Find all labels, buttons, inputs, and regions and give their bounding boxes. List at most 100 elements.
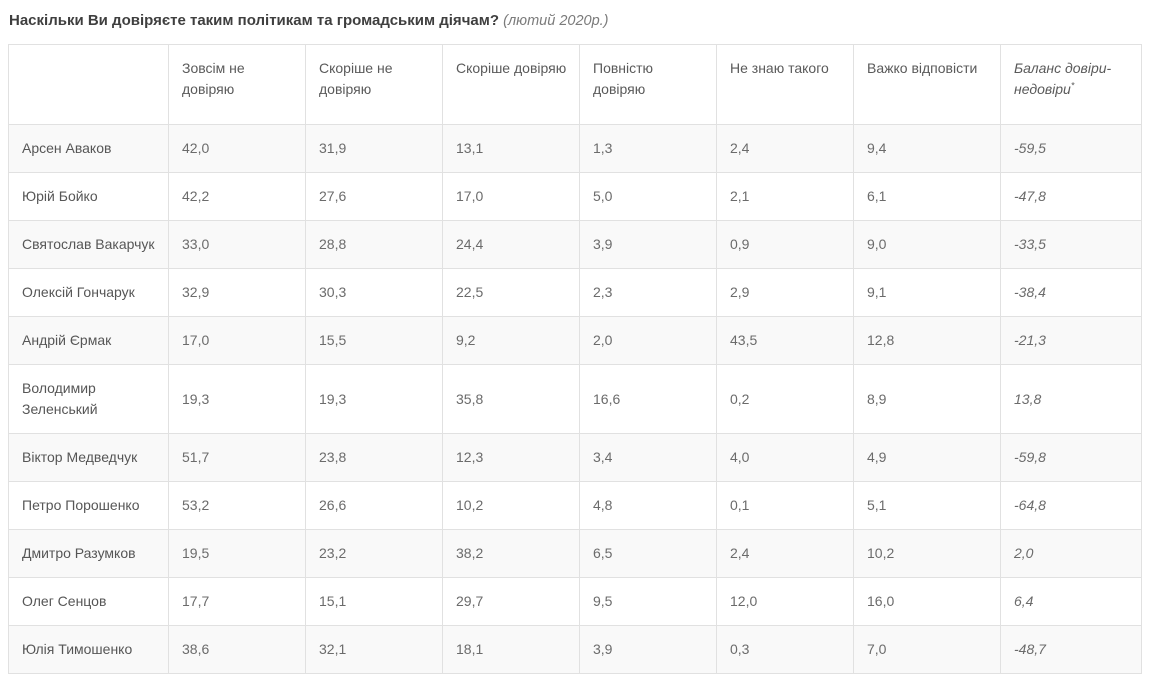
- politician-name: Володимир Зеленський: [8, 364, 169, 434]
- value-cell: 8,9: [853, 364, 1001, 434]
- balance-cell: 13,8: [1000, 364, 1142, 434]
- politician-name: Олег Сенцов: [8, 577, 169, 626]
- column-header-hard-to-answer: Важко відповісти: [853, 44, 1001, 125]
- value-cell: 32,1: [305, 625, 443, 674]
- balance-cell: -48,7: [1000, 625, 1142, 674]
- value-cell: 9,0: [853, 220, 1001, 269]
- page-title: Наскільки Ви довіряєте таким політикам т…: [9, 12, 499, 29]
- value-cell: 19,3: [305, 364, 443, 434]
- politician-name: Арсен Аваков: [8, 124, 169, 173]
- value-cell: 26,6: [305, 481, 443, 530]
- value-cell: 2,4: [716, 529, 854, 578]
- value-cell: 4,8: [579, 481, 717, 530]
- value-cell: 19,3: [168, 364, 306, 434]
- value-cell: 3,9: [579, 220, 717, 269]
- value-cell: 0,2: [716, 364, 854, 434]
- value-cell: 27,6: [305, 172, 443, 221]
- value-cell: 12,3: [442, 433, 580, 482]
- balance-cell: -64,8: [1000, 481, 1142, 530]
- value-cell: 22,5: [442, 268, 580, 317]
- balance-cell: -33,5: [1000, 220, 1142, 269]
- value-cell: 2,9: [716, 268, 854, 317]
- balance-cell: 2,0: [1000, 529, 1142, 578]
- title-date: (лютий 2020р.): [503, 13, 609, 29]
- value-cell: 9,2: [442, 316, 580, 365]
- trust-table: Зовсім не довіряю Скоріше не довіряю Скорі…: [8, 44, 1142, 674]
- value-cell: 4,0: [716, 433, 854, 482]
- table-row: Петро Порошенко 53,2 26,6 10,2 4,8 0,1 5,1 -64,…: [8, 481, 1142, 530]
- value-cell: 17,0: [168, 316, 306, 365]
- value-cell: 32,9: [168, 268, 306, 317]
- politician-name: Андрій Єрмак: [8, 316, 169, 365]
- table-row: Андрій Єрмак 17,0 15,5 9,2 2,0 43,5 12,8 -21,3: [8, 316, 1142, 365]
- balance-cell: -38,4: [1000, 268, 1142, 317]
- value-cell: 6,5: [579, 529, 717, 578]
- value-cell: 13,1: [442, 124, 580, 173]
- value-cell: 5,1: [853, 481, 1001, 530]
- value-cell: 3,4: [579, 433, 717, 482]
- value-cell: 10,2: [442, 481, 580, 530]
- value-cell: 0,1: [716, 481, 854, 530]
- value-cell: 35,8: [442, 364, 580, 434]
- value-cell: 38,6: [168, 625, 306, 674]
- value-cell: 23,8: [305, 433, 443, 482]
- value-cell: 24,4: [442, 220, 580, 269]
- value-cell: 5,0: [579, 172, 717, 221]
- table-row: Володимир Зеленський 19,3 19,3 35,8 16,6 0,2 8…: [8, 364, 1142, 434]
- value-cell: 0,9: [716, 220, 854, 269]
- value-cell: 9,4: [853, 124, 1001, 173]
- value-cell: 19,5: [168, 529, 306, 578]
- table-header-row: Зовсім не довіряю Скоріше не довіряю Скорі…: [8, 44, 1142, 125]
- column-header-name: [8, 44, 169, 125]
- value-cell: 38,2: [442, 529, 580, 578]
- column-header-trust-balance: Баланс довіри-недовіри*: [1000, 44, 1142, 125]
- column-header-fully-trust: Повністю довіряю: [579, 44, 717, 125]
- politician-name: Дмитро Разумков: [8, 529, 169, 578]
- politician-name: Юрій Бойко: [8, 172, 169, 221]
- value-cell: 30,3: [305, 268, 443, 317]
- column-header-rather-not-trust: Скоріше не довіряю: [305, 44, 443, 125]
- value-cell: 15,1: [305, 577, 443, 626]
- value-cell: 51,7: [168, 433, 306, 482]
- value-cell: 29,7: [442, 577, 580, 626]
- column-header-rather-trust: Скоріше довіряю: [442, 44, 580, 125]
- value-cell: 15,5: [305, 316, 443, 365]
- value-cell: 12,8: [853, 316, 1001, 365]
- value-cell: 53,2: [168, 481, 306, 530]
- table-row: Олег Сенцов 17,7 15,1 29,7 9,5 12,0 16,0 6,4: [8, 577, 1142, 626]
- title-line: Наскільки Ви довіряєте таким політикам т…: [9, 11, 1142, 31]
- value-cell: 4,9: [853, 433, 1001, 482]
- value-cell: 16,6: [579, 364, 717, 434]
- value-cell: 17,7: [168, 577, 306, 626]
- balance-cell: -47,8: [1000, 172, 1142, 221]
- table-row: Віктор Медведчук 51,7 23,8 12,3 3,4 4,0 4,9 -59…: [8, 433, 1142, 482]
- table-row: Олексій Гончарук 32,9 30,3 22,5 2,3 2,9 9,1 -38…: [8, 268, 1142, 317]
- politician-name: Олексій Гончарук: [8, 268, 169, 317]
- value-cell: 2,4: [716, 124, 854, 173]
- value-cell: 43,5: [716, 316, 854, 365]
- value-cell: 9,5: [579, 577, 717, 626]
- politician-name: Віктор Медведчук: [8, 433, 169, 482]
- value-cell: 17,0: [442, 172, 580, 221]
- balance-cell: -59,5: [1000, 124, 1142, 173]
- value-cell: 2,3: [579, 268, 717, 317]
- value-cell: 10,2: [853, 529, 1001, 578]
- politician-name: Юлія Тимошенко: [8, 625, 169, 674]
- politician-name: Святослав Вакарчук: [8, 220, 169, 269]
- value-cell: 31,9: [305, 124, 443, 173]
- value-cell: 9,1: [853, 268, 1001, 317]
- table-row: Дмитро Разумков 19,5 23,2 38,2 6,5 2,4 10,2 2,0: [8, 529, 1142, 578]
- balance-cell: -21,3: [1000, 316, 1142, 365]
- politician-name: Петро Порошенко: [8, 481, 169, 530]
- value-cell: 28,8: [305, 220, 443, 269]
- value-cell: 1,3: [579, 124, 717, 173]
- value-cell: 18,1: [442, 625, 580, 674]
- balance-cell: 6,4: [1000, 577, 1142, 626]
- table-row: Юрій Бойко 42,2 27,6 17,0 5,0 2,1 6,1 -47,8: [8, 172, 1142, 221]
- value-cell: 33,0: [168, 220, 306, 269]
- value-cell: 16,0: [853, 577, 1001, 626]
- table-row: Арсен Аваков 42,0 31,9 13,1 1,3 2,4 9,4 -59,5: [8, 124, 1142, 173]
- column-header-not-trust-at-all: Зовсім не довіряю: [168, 44, 306, 125]
- value-cell: 2,1: [716, 172, 854, 221]
- footnote-asterisk: *: [1070, 80, 1075, 91]
